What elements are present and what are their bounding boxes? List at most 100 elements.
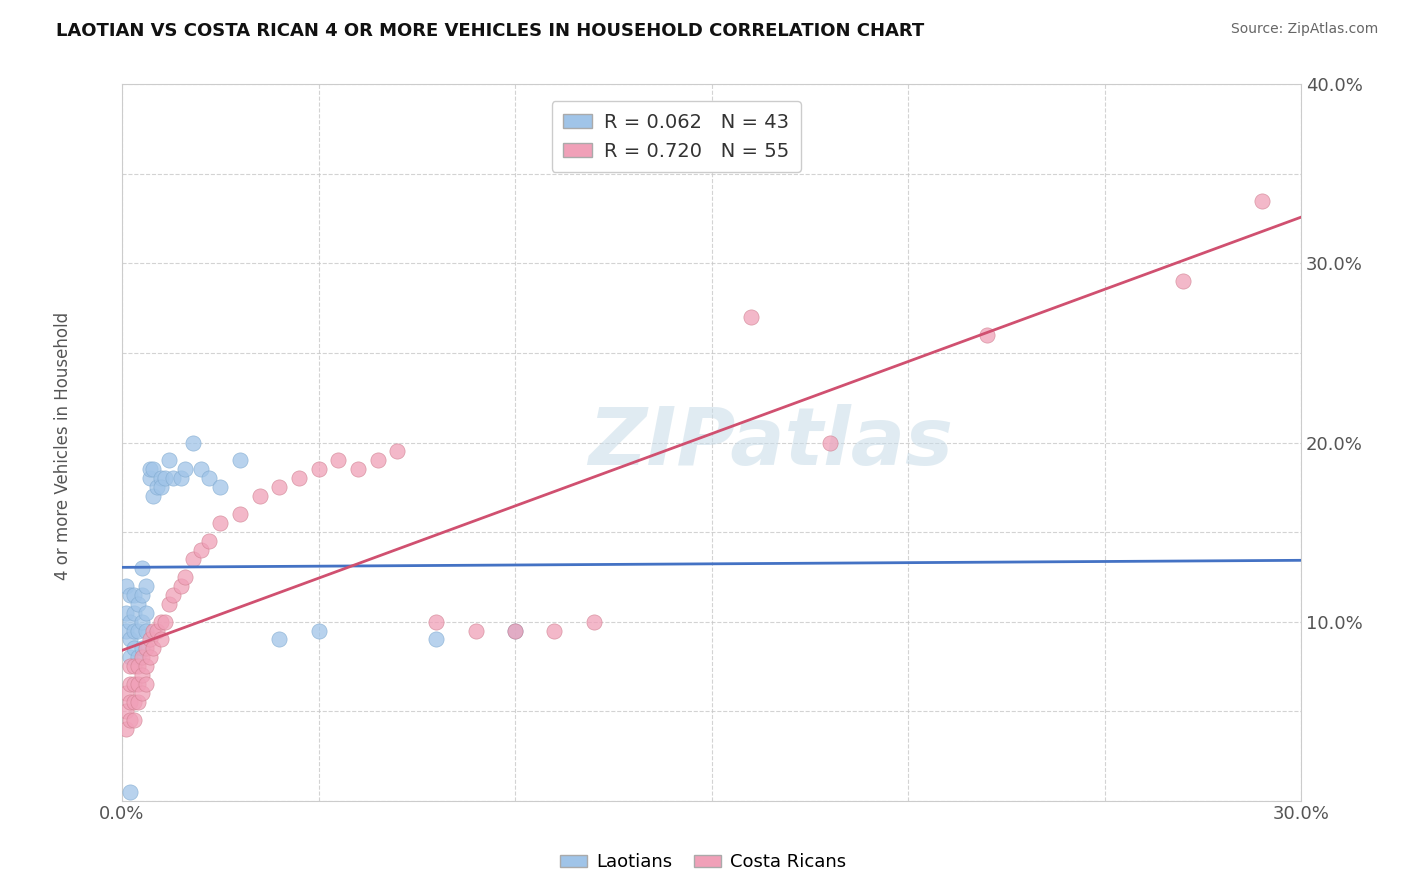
Text: LAOTIAN VS COSTA RICAN 4 OR MORE VEHICLES IN HOUSEHOLD CORRELATION CHART: LAOTIAN VS COSTA RICAN 4 OR MORE VEHICLE… [56,22,925,40]
Point [122,588,145,602]
Point [1173,274,1195,288]
Point [543,624,565,638]
Point [127,659,149,673]
Point [138,471,160,485]
Point [174,462,197,476]
Point [162,588,184,602]
Point [118,588,141,602]
Point [135,659,157,673]
Point [142,462,165,476]
Point [122,713,145,727]
Point [157,597,180,611]
Point [1250,194,1272,208]
Point [197,471,219,485]
Point [197,534,219,549]
Point [135,606,157,620]
Point [367,453,389,467]
Point [115,686,138,700]
Point [122,624,145,638]
Point [127,624,149,638]
Point [115,606,138,620]
Legend: Laotians, Costa Ricans: Laotians, Costa Ricans [553,847,853,879]
Point [209,480,232,494]
Point [385,444,408,458]
Point [425,632,447,647]
Point [582,615,605,629]
Point [118,615,141,629]
Point [464,624,486,638]
Point [122,677,145,691]
Point [122,641,145,656]
Point [115,624,138,638]
Point [131,650,153,665]
Point [131,561,153,575]
Point [229,507,252,521]
Point [122,659,145,673]
Point [131,686,153,700]
Point [818,435,841,450]
Point [138,462,160,476]
Point [122,695,145,709]
Point [118,632,141,647]
Point [150,615,173,629]
Point [122,606,145,620]
Point [170,579,193,593]
Point [138,650,160,665]
Point [131,615,153,629]
Point [347,462,370,476]
Point [127,695,149,709]
Point [269,480,291,494]
Point [157,453,180,467]
Point [229,453,252,467]
Point [976,328,998,343]
Point [174,570,197,584]
Point [127,650,149,665]
Point [249,489,271,503]
Point [131,588,153,602]
Point [115,722,138,736]
Point [308,462,330,476]
Point [740,310,762,325]
Point [131,641,153,656]
Point [142,489,165,503]
Point [150,632,173,647]
Point [135,624,157,638]
Point [146,480,169,494]
Point [135,677,157,691]
Point [190,543,212,558]
Point [162,471,184,485]
Point [209,516,232,530]
Point [288,471,311,485]
Point [118,713,141,727]
Point [328,453,350,467]
Point [308,624,330,638]
Point [170,471,193,485]
Point [150,471,173,485]
Text: Source: ZipAtlas.com: Source: ZipAtlas.com [1230,22,1378,37]
Text: ZIPatlas: ZIPatlas [588,403,953,482]
Point [118,659,141,673]
Point [503,624,526,638]
Point [138,632,160,647]
Point [150,480,173,494]
Point [118,677,141,691]
Point [142,641,165,656]
Point [190,462,212,476]
Legend: R = 0.062   N = 43, R = 0.720   N = 55: R = 0.062 N = 43, R = 0.720 N = 55 [551,102,801,172]
Text: 4 or more Vehicles in Household: 4 or more Vehicles in Household [55,312,72,580]
Point [115,579,138,593]
Point [118,785,141,799]
Point [115,704,138,718]
Point [181,552,204,566]
Point [142,624,165,638]
Point [135,641,157,656]
Point [131,668,153,682]
Point [155,615,177,629]
Point [127,677,149,691]
Point [127,597,149,611]
Point [269,632,291,647]
Point [146,624,169,638]
Point [503,624,526,638]
Point [181,435,204,450]
Point [118,650,141,665]
